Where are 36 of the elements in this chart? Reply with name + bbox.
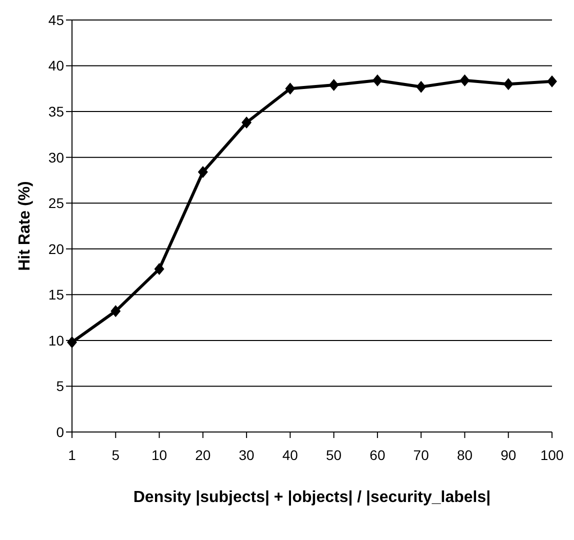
x-tick-label: 20 <box>195 446 211 463</box>
y-axis-title: Hit Rate (%) <box>16 181 34 271</box>
point <box>198 166 208 178</box>
y-tick-label: 25 <box>48 195 64 212</box>
point <box>154 263 164 276</box>
x-tick-label: 10 <box>151 446 168 463</box>
y-tick-label: 30 <box>48 149 64 166</box>
x-tick-label: 80 <box>456 446 473 463</box>
point <box>416 80 426 93</box>
point <box>460 74 470 86</box>
x-tick-label: 1 <box>68 446 76 463</box>
y-tick-label: 35 <box>48 104 64 120</box>
x-tick-label: 70 <box>413 446 430 463</box>
x-tick-label: 90 <box>500 446 516 463</box>
point <box>110 305 121 318</box>
x-tick-label: 40 <box>282 446 298 463</box>
point <box>328 79 339 92</box>
x-axis-title: Density |subjects| + |objects| / |security_labels| <box>133 489 491 506</box>
point <box>547 75 557 88</box>
point <box>285 82 296 95</box>
x-tick-label: 60 <box>370 446 386 463</box>
y-tick-label: 5 <box>56 378 64 394</box>
point <box>503 78 514 90</box>
y-tick-label: 40 <box>48 58 64 74</box>
x-tick-label: 50 <box>326 446 342 463</box>
x-tick-label: 100 <box>540 446 564 463</box>
y-tick-label: 45 <box>48 12 64 28</box>
point <box>372 74 382 86</box>
y-tick-label: 15 <box>48 286 64 303</box>
y-tick-label: 10 <box>48 332 64 348</box>
point <box>242 116 252 129</box>
x-tick-label: 5 <box>112 446 120 463</box>
y-tick-label: 20 <box>48 240 64 257</box>
point <box>67 336 77 348</box>
x-tick-label: 30 <box>238 446 255 463</box>
y-tick-label: 0 <box>56 424 64 440</box>
